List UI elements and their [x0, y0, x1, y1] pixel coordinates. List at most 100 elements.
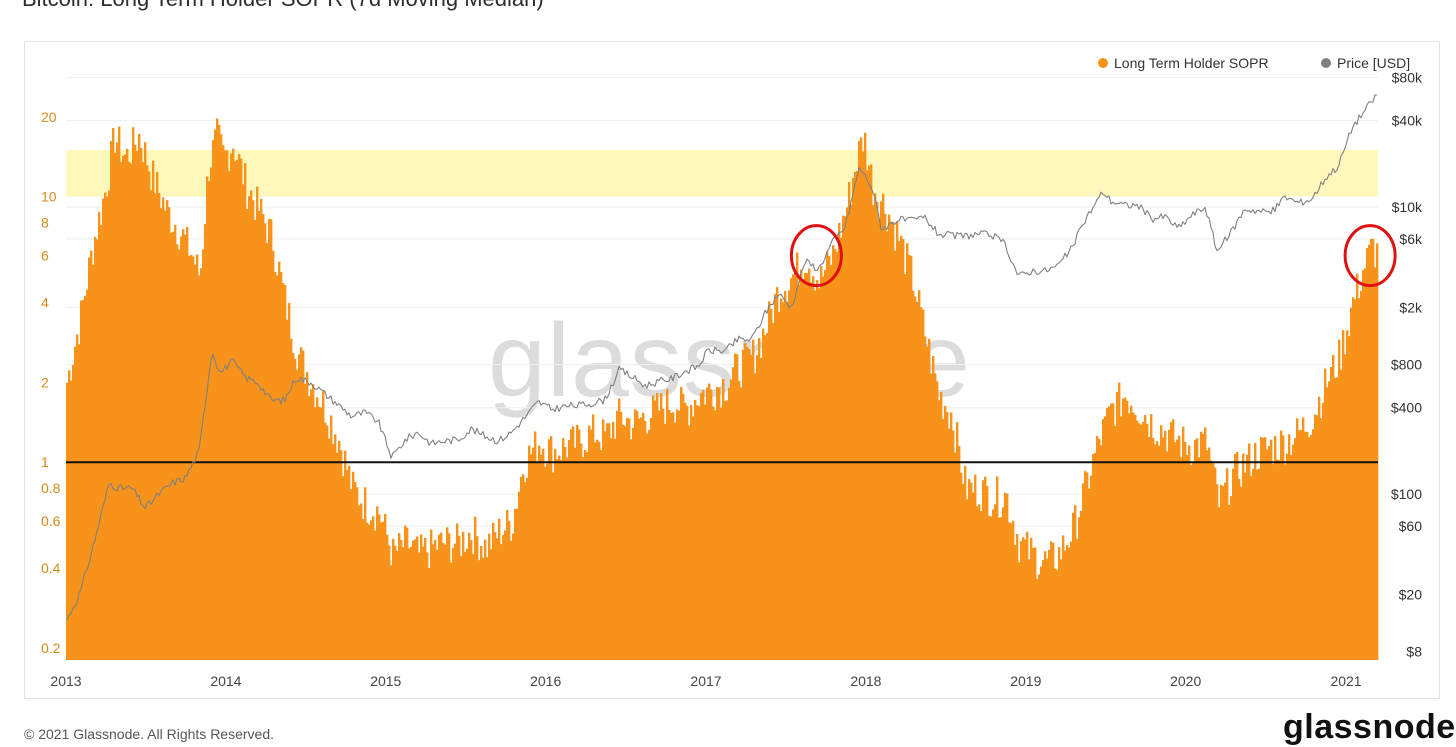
sopr-bar [72, 364, 75, 660]
sopr-bar [88, 257, 91, 660]
sopr-bar [340, 450, 343, 660]
sopr-bar [774, 293, 777, 660]
sopr-bar [1312, 429, 1315, 660]
sopr-bar [718, 387, 721, 660]
y-right-tick-label: $60 [1399, 518, 1423, 534]
sopr-bar [598, 441, 601, 660]
sopr-bar [594, 442, 597, 660]
sopr-bar [350, 489, 353, 660]
legend-item-sopr[interactable]: Long Term Holder SOPR [1098, 55, 1269, 71]
sopr-bar [220, 134, 223, 660]
sopr-bar [918, 290, 921, 660]
sopr-bar [320, 407, 323, 660]
sopr-bar [112, 128, 115, 660]
sopr-bar [902, 239, 905, 660]
sopr-bar [1358, 298, 1361, 660]
sopr-bar [496, 538, 499, 660]
sopr-bar [90, 250, 93, 660]
sopr-bar [860, 137, 863, 660]
sopr-bar [858, 140, 861, 661]
sopr-bar [406, 527, 409, 660]
sopr-bar [174, 224, 177, 660]
sopr-bar [430, 529, 433, 660]
y-right-tick-label: $400 [1391, 400, 1422, 416]
sopr-bar [916, 301, 919, 660]
sopr-bar [678, 410, 681, 660]
sopr-bar [730, 379, 733, 660]
y-left-tick-label: 0.2 [41, 640, 61, 656]
sopr-bar [558, 455, 561, 660]
sopr-bar [998, 517, 1001, 660]
sopr-bar [662, 408, 665, 660]
sopr-bar [1056, 569, 1059, 660]
sopr-bar [148, 171, 151, 660]
sopr-bar [936, 381, 939, 660]
sopr-bar [1122, 398, 1125, 660]
sopr-bar [838, 222, 841, 660]
sopr-bar [356, 487, 359, 660]
sopr-bar [752, 339, 755, 660]
sopr-bar [1160, 425, 1163, 660]
sopr-bar [938, 400, 941, 660]
sopr-bar [896, 222, 899, 661]
sopr-bar [1330, 366, 1333, 660]
sopr-bar [620, 412, 623, 660]
sopr-bar [700, 392, 703, 660]
sopr-bar [68, 370, 71, 660]
sopr-bar [982, 480, 985, 660]
sopr-bar [586, 452, 589, 660]
sopr-bar [66, 382, 69, 660]
sopr-bar [1096, 435, 1099, 660]
sopr-bar [1212, 463, 1215, 660]
sopr-bar [284, 285, 287, 660]
sopr-bar [1104, 416, 1107, 660]
sopr-bar [1002, 507, 1005, 660]
sopr-bar [782, 302, 785, 660]
sopr-bar [166, 200, 169, 661]
sopr-bar [852, 177, 855, 660]
sopr-bar [1328, 381, 1331, 660]
sopr-bar [354, 482, 357, 660]
sopr-bar [746, 346, 749, 660]
sopr-bar [968, 479, 971, 660]
sopr-bar [1076, 538, 1079, 660]
sopr-bar [624, 425, 627, 660]
sopr-bar [170, 232, 173, 661]
sopr-bar [1214, 467, 1217, 660]
sopr-bar [1300, 429, 1303, 660]
sopr-bar [786, 301, 789, 660]
sopr-bar [278, 261, 281, 660]
sopr-bar [1060, 559, 1063, 660]
sopr-bar [1032, 547, 1035, 660]
sopr-bar [1216, 484, 1219, 660]
sopr-bar [826, 251, 829, 660]
sopr-bar [224, 150, 227, 660]
sopr-bar [502, 535, 505, 660]
sopr-bar [1138, 423, 1141, 660]
sopr-bar [862, 151, 865, 660]
sopr-bar [932, 355, 935, 660]
sopr-bar [754, 373, 757, 660]
sopr-bar [102, 198, 105, 660]
sopr-bar [1354, 299, 1357, 660]
sopr-bar [1208, 447, 1211, 660]
sopr-bar [514, 508, 517, 660]
y-right-tick-label: $40k [1392, 113, 1423, 129]
sopr-bar [196, 254, 199, 660]
sopr-bar [138, 134, 141, 661]
sopr-bar [1034, 547, 1037, 660]
sopr-bar [1004, 492, 1007, 660]
legend-item-price[interactable]: Price [USD] [1321, 55, 1410, 71]
sopr-bar [346, 470, 349, 660]
sopr-bar [142, 162, 145, 660]
sopr-bar [108, 190, 111, 660]
price-legend-dot [1321, 58, 1331, 68]
sopr-bar [1340, 369, 1343, 660]
sopr-bar [666, 389, 669, 660]
sopr-bar [256, 186, 259, 660]
sopr-bar [352, 471, 355, 660]
sopr-bar [944, 405, 947, 660]
sopr-bar [1322, 402, 1325, 660]
sopr-bar [474, 516, 477, 660]
